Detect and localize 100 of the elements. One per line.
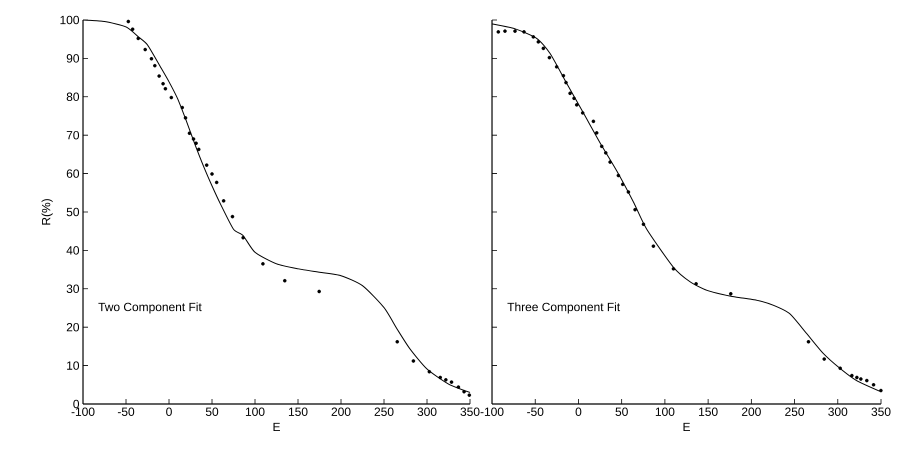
point — [157, 74, 161, 78]
point — [822, 357, 826, 361]
point — [241, 236, 245, 240]
point — [136, 36, 140, 40]
point — [395, 340, 400, 344]
y-tick-label: 40 — [66, 246, 80, 255]
point — [542, 46, 546, 50]
point — [164, 86, 168, 91]
x-tick-label: 200 — [332, 408, 351, 416]
point — [496, 30, 500, 34]
point — [462, 390, 466, 394]
point — [672, 267, 676, 271]
point — [872, 382, 876, 387]
point — [642, 222, 646, 226]
point — [188, 131, 192, 136]
point — [600, 144, 604, 148]
point — [222, 199, 226, 203]
point — [592, 120, 596, 124]
annotation: Three Component Fit — [507, 302, 620, 314]
point — [180, 106, 184, 110]
y-tick-label: 20 — [66, 322, 80, 332]
y-tick-label: 80 — [66, 92, 80, 102]
point — [153, 64, 157, 68]
x-tick-label: 200 — [742, 408, 761, 416]
point — [532, 35, 536, 39]
x-tick-label: 150 — [699, 408, 718, 416]
point — [536, 40, 540, 44]
point — [261, 262, 265, 266]
x-tick-label: 250 — [785, 408, 804, 416]
point — [879, 388, 883, 392]
point — [184, 116, 188, 120]
point — [170, 96, 174, 100]
point — [865, 378, 869, 382]
x-tick-label: 300 — [828, 408, 848, 416]
point — [230, 214, 234, 218]
point — [210, 172, 214, 176]
x-tick-label: 300 — [417, 408, 437, 416]
x-tick-label: 350 — [871, 408, 891, 416]
point — [604, 151, 608, 155]
point — [194, 141, 198, 146]
point — [214, 180, 218, 184]
point — [192, 137, 196, 141]
point — [468, 393, 472, 397]
point — [503, 29, 507, 33]
point — [562, 74, 566, 78]
x-tick-label: 0 — [576, 408, 582, 416]
point — [608, 160, 612, 164]
point — [859, 377, 863, 381]
point — [728, 292, 733, 296]
x-tick-label: 0 — [166, 408, 172, 416]
point — [620, 182, 625, 186]
x-tick-label: -50 — [118, 408, 134, 416]
point — [317, 290, 321, 294]
point — [548, 56, 552, 60]
x-tick-label: 100 — [656, 408, 674, 416]
y-tick-label: 10 — [67, 361, 80, 370]
point — [633, 208, 637, 212]
point — [616, 174, 620, 178]
x-tick-label: 100 — [246, 408, 265, 416]
y-tick-label: 70 — [66, 130, 80, 140]
x-tick-label: 150 — [288, 408, 308, 416]
point — [161, 82, 165, 86]
point — [652, 244, 656, 248]
point — [126, 20, 130, 24]
point — [626, 190, 630, 194]
annotation: Two Component Fit — [98, 302, 202, 314]
point — [838, 366, 842, 370]
point — [282, 278, 287, 283]
point — [564, 80, 568, 84]
point — [412, 359, 416, 363]
x-tick-label: 250 — [374, 408, 394, 416]
point — [554, 65, 558, 69]
point — [574, 103, 579, 107]
x-axis-title: E — [684, 422, 690, 432]
y-axis-title: R(%) — [42, 199, 53, 225]
x-tick-label: -100 — [72, 408, 95, 416]
point — [522, 30, 526, 34]
y-tick-label: 0 — [73, 400, 80, 408]
point — [594, 131, 598, 135]
y-tick-label: 30 — [66, 284, 80, 294]
point — [456, 385, 460, 389]
x-tick-label: 350 — [460, 408, 480, 416]
x-tick-label: -100 — [480, 408, 504, 416]
point — [204, 163, 208, 167]
x-tick-label: -50 — [527, 408, 544, 416]
y-tick-label: 50 — [66, 208, 80, 216]
point — [428, 370, 432, 374]
y-tick-label: 100 — [60, 16, 80, 24]
y-tick-label: 60 — [66, 169, 80, 178]
x-axis-title: E — [274, 422, 280, 432]
point — [438, 376, 442, 380]
point — [130, 27, 134, 31]
point — [196, 148, 201, 152]
point — [568, 92, 572, 96]
point — [150, 56, 154, 61]
point — [694, 282, 698, 286]
point — [143, 48, 147, 52]
point — [450, 380, 454, 384]
x-tick-label: 50 — [616, 408, 628, 416]
point — [572, 96, 576, 100]
